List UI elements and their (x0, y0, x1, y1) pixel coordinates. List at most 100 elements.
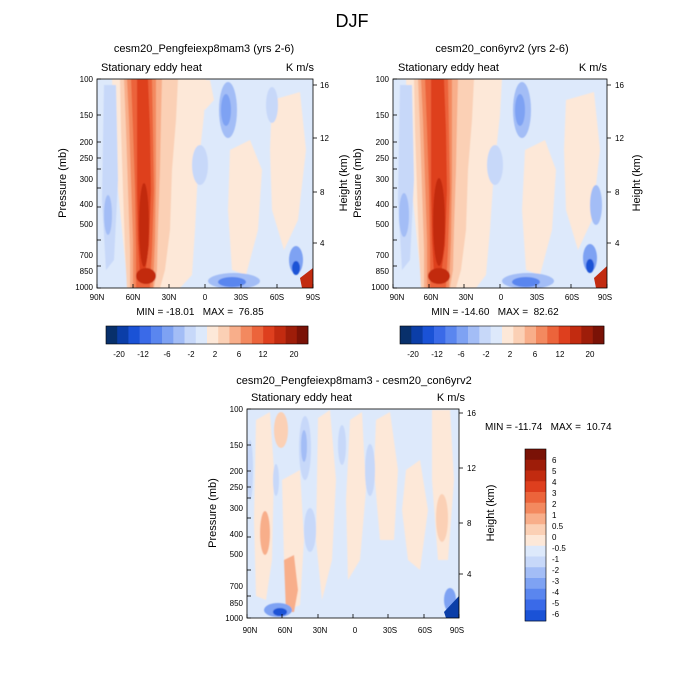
colorbar-label: -5 (552, 599, 560, 608)
colorbar-swatch (479, 326, 491, 344)
x-tick-label: 90S (306, 293, 320, 302)
y2-tick-label: 8 (467, 519, 472, 528)
y-tick-label: 850 (230, 599, 244, 608)
contour-warm-sh (270, 92, 306, 250)
contour-warm-band-6 (402, 460, 428, 570)
contour-warm-tropics (190, 80, 214, 110)
x-ticks (246, 614, 460, 618)
colorbar-swatch (128, 326, 140, 344)
colorbar-label: -12 (137, 350, 149, 359)
y-tick-label: 150 (80, 111, 94, 120)
colorbar-swatch (525, 556, 546, 568)
contour-warm-band-3 (316, 410, 336, 600)
colorbar-label: -2 (552, 566, 560, 575)
y-tick-label: 400 (376, 200, 390, 209)
contour-cool-sh-core (292, 261, 300, 275)
contour-cool-mid (487, 145, 503, 185)
colorbar-label: 1 (552, 511, 557, 520)
y2-ticks (313, 84, 317, 244)
contour-sh-edge-warm (594, 266, 607, 288)
contour-warm-band-4 (346, 412, 366, 580)
colorbar-swatch (525, 513, 546, 525)
colorbar-swatch (525, 535, 546, 547)
contour-cool-2 (273, 464, 279, 496)
panel-top-left: cesm20_Pengfeiexp8mam3 (yrs 2-6) Station… (57, 43, 350, 359)
colorbar-swatch (229, 326, 241, 344)
colorbar-swatch (525, 610, 546, 622)
colorbar-label: 12 (556, 350, 565, 359)
colorbar-label: 6 (552, 456, 557, 465)
contour-surface-max (428, 268, 450, 284)
colorbar-swatch (139, 326, 152, 344)
contour-cool-surface-core (218, 277, 246, 287)
y-tick-label: 300 (376, 175, 390, 184)
colorbar-label: -6 (163, 350, 171, 359)
panel-units-label: K m/s (286, 62, 315, 74)
colorbar-swatch (411, 326, 423, 344)
x-ticks (96, 284, 314, 288)
colorbar-swatch (184, 326, 197, 344)
x-tick-label: 0 (353, 626, 358, 635)
colorbar-swatch (207, 326, 219, 344)
y2-tick-label: 12 (615, 134, 624, 143)
x-tick-label: 30S (383, 626, 397, 635)
colorbar-swatch (218, 326, 230, 344)
x-tick-label: 90S (598, 293, 612, 302)
colorbar-label: 2 (213, 350, 218, 359)
colorbar-swatch (524, 326, 537, 344)
colorbar-swatch (570, 326, 582, 344)
contour-warm-core-1 (260, 511, 270, 555)
colorbar-label: 3 (552, 489, 557, 498)
colorbar-swatch (468, 326, 480, 344)
colorbar-label: -20 (113, 350, 125, 359)
contour-warm-core-2 (284, 555, 298, 612)
contour-cool-4 (338, 425, 346, 465)
colorbar-swatch (525, 578, 546, 590)
y-tick-label: 300 (80, 175, 94, 184)
panel-title: cesm20_Pengfeiexp8mam3 - cesm20_con6yrv2 (236, 375, 471, 387)
contour-cool-tropics-2 (515, 94, 525, 126)
colorbar-swatch (525, 545, 546, 557)
colorbar-swatch (525, 459, 546, 471)
colorbar-swatch (525, 567, 546, 579)
colorbar-swatch (525, 599, 546, 611)
colorbar-swatch (525, 449, 546, 461)
y-tick-label: 850 (376, 267, 390, 276)
y2-ticks (607, 84, 611, 244)
y-axis-label: Pressure (mb) (207, 478, 219, 548)
y-tick-label: 700 (376, 251, 390, 260)
y-tick-label: 700 (230, 582, 244, 591)
colorbar-label: 6 (533, 350, 538, 359)
colorbar-label: 4 (552, 478, 557, 487)
y2-tick-label: 8 (320, 188, 325, 197)
x-tick-label: 60N (278, 626, 293, 635)
colorbar-label: -0.5 (552, 544, 566, 553)
y-tick-label: 1000 (225, 614, 243, 623)
x-ticks (392, 284, 608, 288)
colorbar-label: 0.5 (552, 522, 564, 531)
panel-bottom-difference: cesm20_Pengfeiexp8mam3 - cesm20_con6yrv2… (207, 375, 612, 635)
x-tick-label: 90N (390, 293, 405, 302)
colorbar-label: 20 (586, 350, 595, 359)
colorbar-label: 2 (508, 350, 513, 359)
colorbar-label: 5 (552, 467, 557, 476)
colorbar-frame (399, 325, 605, 345)
y2-tick-label: 16 (467, 409, 476, 418)
y-tick-label: 100 (376, 75, 390, 84)
colorbar-swatch (547, 326, 559, 344)
x-tick-label: 90N (243, 626, 258, 635)
colorbar-swatch (525, 588, 546, 600)
y-tick-label: 400 (80, 200, 94, 209)
colorbar-swatch (502, 326, 514, 344)
colorbar-swatch (536, 326, 548, 344)
contour-max (433, 178, 445, 266)
contour-warm-core-7 (436, 494, 448, 542)
colorbar-swatch (173, 326, 185, 344)
y2-tick-label: 12 (467, 464, 476, 473)
contour-cool-surface-core (273, 608, 287, 616)
x-tick-label: 90N (90, 293, 105, 302)
contour-sh-edge-cool (444, 596, 459, 618)
y-tick-label: 500 (80, 220, 94, 229)
x-tick-label: 90S (450, 626, 464, 635)
y2-axis-label: Height (km) (631, 155, 643, 212)
